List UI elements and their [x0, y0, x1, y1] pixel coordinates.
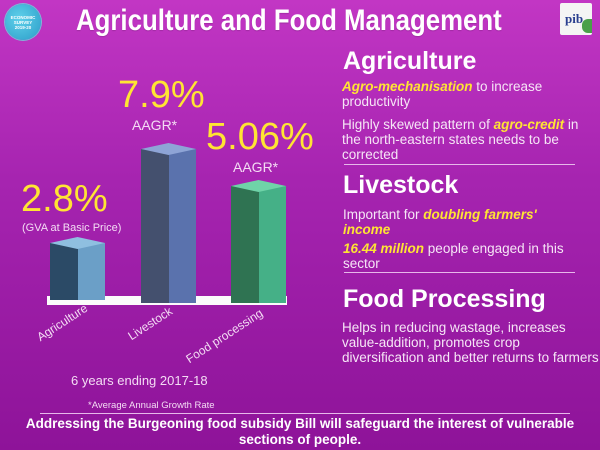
logo-line: ECONOMIC: [10, 14, 36, 20]
text: Highly skewed pattern of: [342, 117, 494, 132]
divider: [344, 164, 575, 165]
text: to increase productivity: [342, 79, 543, 109]
bar-livestock: [141, 143, 196, 303]
agriculture-point-1: Agro-mechanisation to increase productiv…: [342, 79, 572, 109]
logo-line: 2019-20: [14, 24, 32, 30]
text: in the north-eastern states needs to be …: [342, 117, 579, 162]
chart-footnote: *Average Annual Growth Rate: [88, 400, 215, 411]
logo-swoosh-green: [582, 19, 592, 33]
section-heading-livestock: Livestock: [343, 171, 459, 199]
value-label-agriculture: 2.8%: [21, 178, 108, 220]
section-heading-agriculture: Agriculture: [343, 47, 477, 75]
pib-logo: pib: [560, 3, 592, 35]
food-processing-point-1: Helps in reducing wastage, increases val…: [342, 320, 599, 365]
value-label-livestock: 7.9%: [118, 74, 205, 116]
economic-survey-logo: ECONOMIC SURVEY 2019-20: [5, 4, 41, 40]
highlight: Agro-mechanisation: [342, 79, 473, 94]
highlight: doubling farmers' income: [343, 207, 537, 237]
footer-divider: [40, 413, 570, 414]
sublabel-food-processing: AAGR*: [233, 159, 279, 175]
pib-logo-text: pib: [565, 11, 584, 26]
bar-agriculture: [50, 237, 105, 300]
bar-food-processing: [231, 180, 286, 303]
text: people engaged in this sector: [343, 241, 564, 271]
divider: [344, 272, 575, 273]
value-label-food-processing: 5.06%: [206, 116, 314, 158]
livestock-point-1: Important for doubling farmers' income: [343, 207, 583, 237]
sublabel-livestock: AAGR*: [132, 117, 178, 133]
x-axis-caption: 6 years ending 2017-18: [71, 373, 208, 388]
sublabel-agriculture: (GVA at Basic Price): [22, 222, 122, 234]
page-title: Agriculture and Food Management: [76, 4, 502, 37]
agriculture-point-2: Highly skewed pattern of agro-credit in …: [342, 117, 582, 162]
x-label-livestock: Livestock: [125, 304, 175, 343]
highlight: agro-credit: [493, 117, 565, 132]
text: Important for: [343, 207, 424, 222]
highlight: 16.44 million: [343, 241, 425, 256]
x-label-food-processing: Food processing: [183, 305, 266, 366]
footer-message: Addressing the Burgeoning food subsidy B…: [25, 416, 575, 447]
logo-line: SURVEY: [13, 19, 33, 25]
section-heading-food-processing: Food Processing: [343, 285, 546, 313]
x-label-agriculture: Agriculture: [34, 301, 91, 344]
livestock-point-2: 16.44 million people engaged in this sec…: [343, 241, 583, 271]
